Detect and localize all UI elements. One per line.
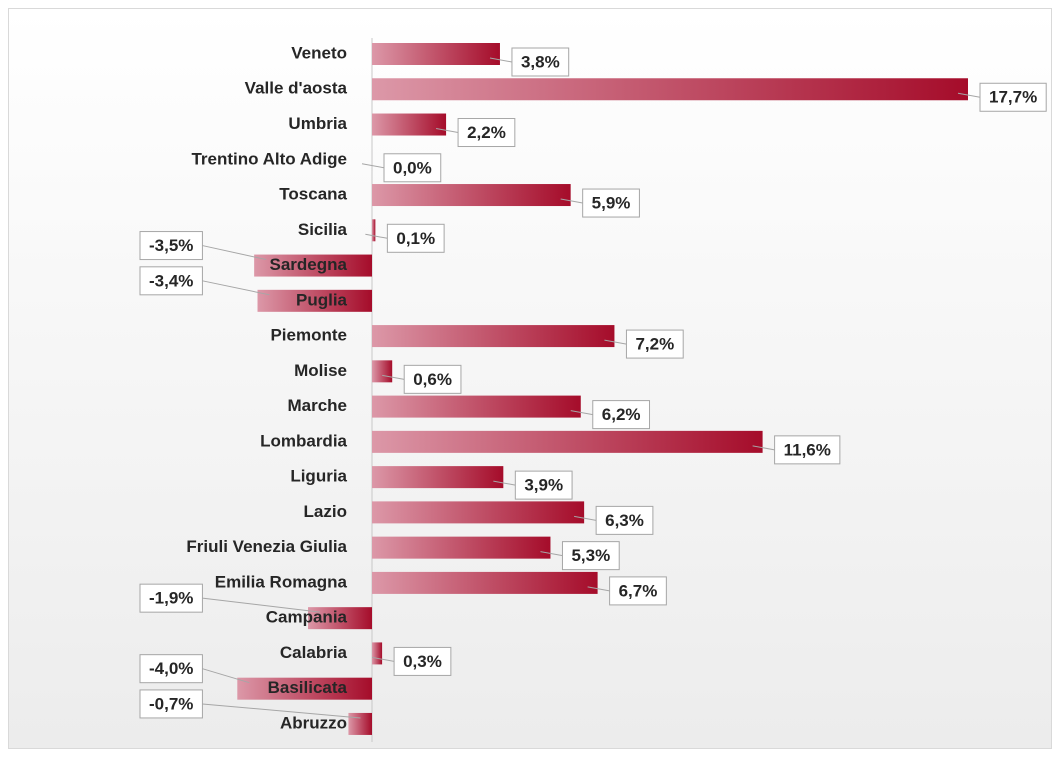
value-label: 6,7% (619, 581, 658, 600)
value-label: 3,9% (524, 476, 563, 495)
category-label: Liguria (290, 467, 347, 486)
value-label: 0,1% (396, 229, 435, 248)
bar (372, 466, 503, 488)
value-label: 17,7% (989, 88, 1037, 107)
category-label: Toscana (279, 185, 347, 204)
value-label: -3,5% (149, 236, 193, 255)
category-label: Molise (294, 361, 347, 380)
bar (372, 396, 581, 418)
category-label: Friuli Venezia Giulia (186, 537, 347, 556)
bar (372, 642, 382, 664)
value-label: -4,0% (149, 659, 193, 678)
value-label: 6,3% (605, 511, 644, 530)
value-label: 2,2% (467, 123, 506, 142)
category-label: Lazio (304, 502, 347, 521)
bar (372, 43, 500, 65)
value-label: 6,2% (602, 405, 641, 424)
category-label: Veneto (291, 43, 347, 62)
category-label: Marche (287, 396, 347, 415)
plot-background (9, 9, 1052, 749)
category-label: Lombardia (260, 431, 347, 450)
bar (372, 572, 598, 594)
bar (372, 184, 571, 206)
value-label: -1,9% (149, 589, 193, 608)
category-label: Calabria (280, 643, 348, 662)
value-label: 0,0% (393, 158, 432, 177)
category-label: Valle d'aosta (245, 79, 348, 98)
category-label: Trentino Alto Adige (191, 149, 347, 168)
category-label: Basilicata (268, 678, 348, 697)
bar (372, 114, 446, 136)
value-label: 11,6% (784, 440, 831, 459)
value-label: 3,8% (521, 52, 560, 71)
value-label: -3,4% (149, 271, 193, 290)
value-label: 0,6% (413, 370, 452, 389)
category-label: Sardegna (270, 255, 348, 274)
value-label: 0,3% (403, 652, 442, 671)
category-label: Emilia Romagna (215, 572, 348, 591)
category-label: Puglia (296, 290, 348, 309)
category-label: Sicilia (298, 220, 348, 239)
bar (372, 501, 584, 523)
bar (348, 713, 372, 735)
value-label: -0,7% (149, 694, 193, 713)
bar (372, 431, 763, 453)
bar (372, 325, 614, 347)
bar (372, 78, 968, 100)
value-label: 7,2% (635, 335, 674, 354)
bar (372, 537, 550, 559)
value-label: 5,3% (571, 546, 610, 565)
bar (372, 360, 392, 382)
category-label: Piemonte (270, 326, 347, 345)
bar (372, 219, 375, 241)
category-label: Umbria (288, 114, 347, 133)
value-label: 5,9% (592, 194, 631, 213)
